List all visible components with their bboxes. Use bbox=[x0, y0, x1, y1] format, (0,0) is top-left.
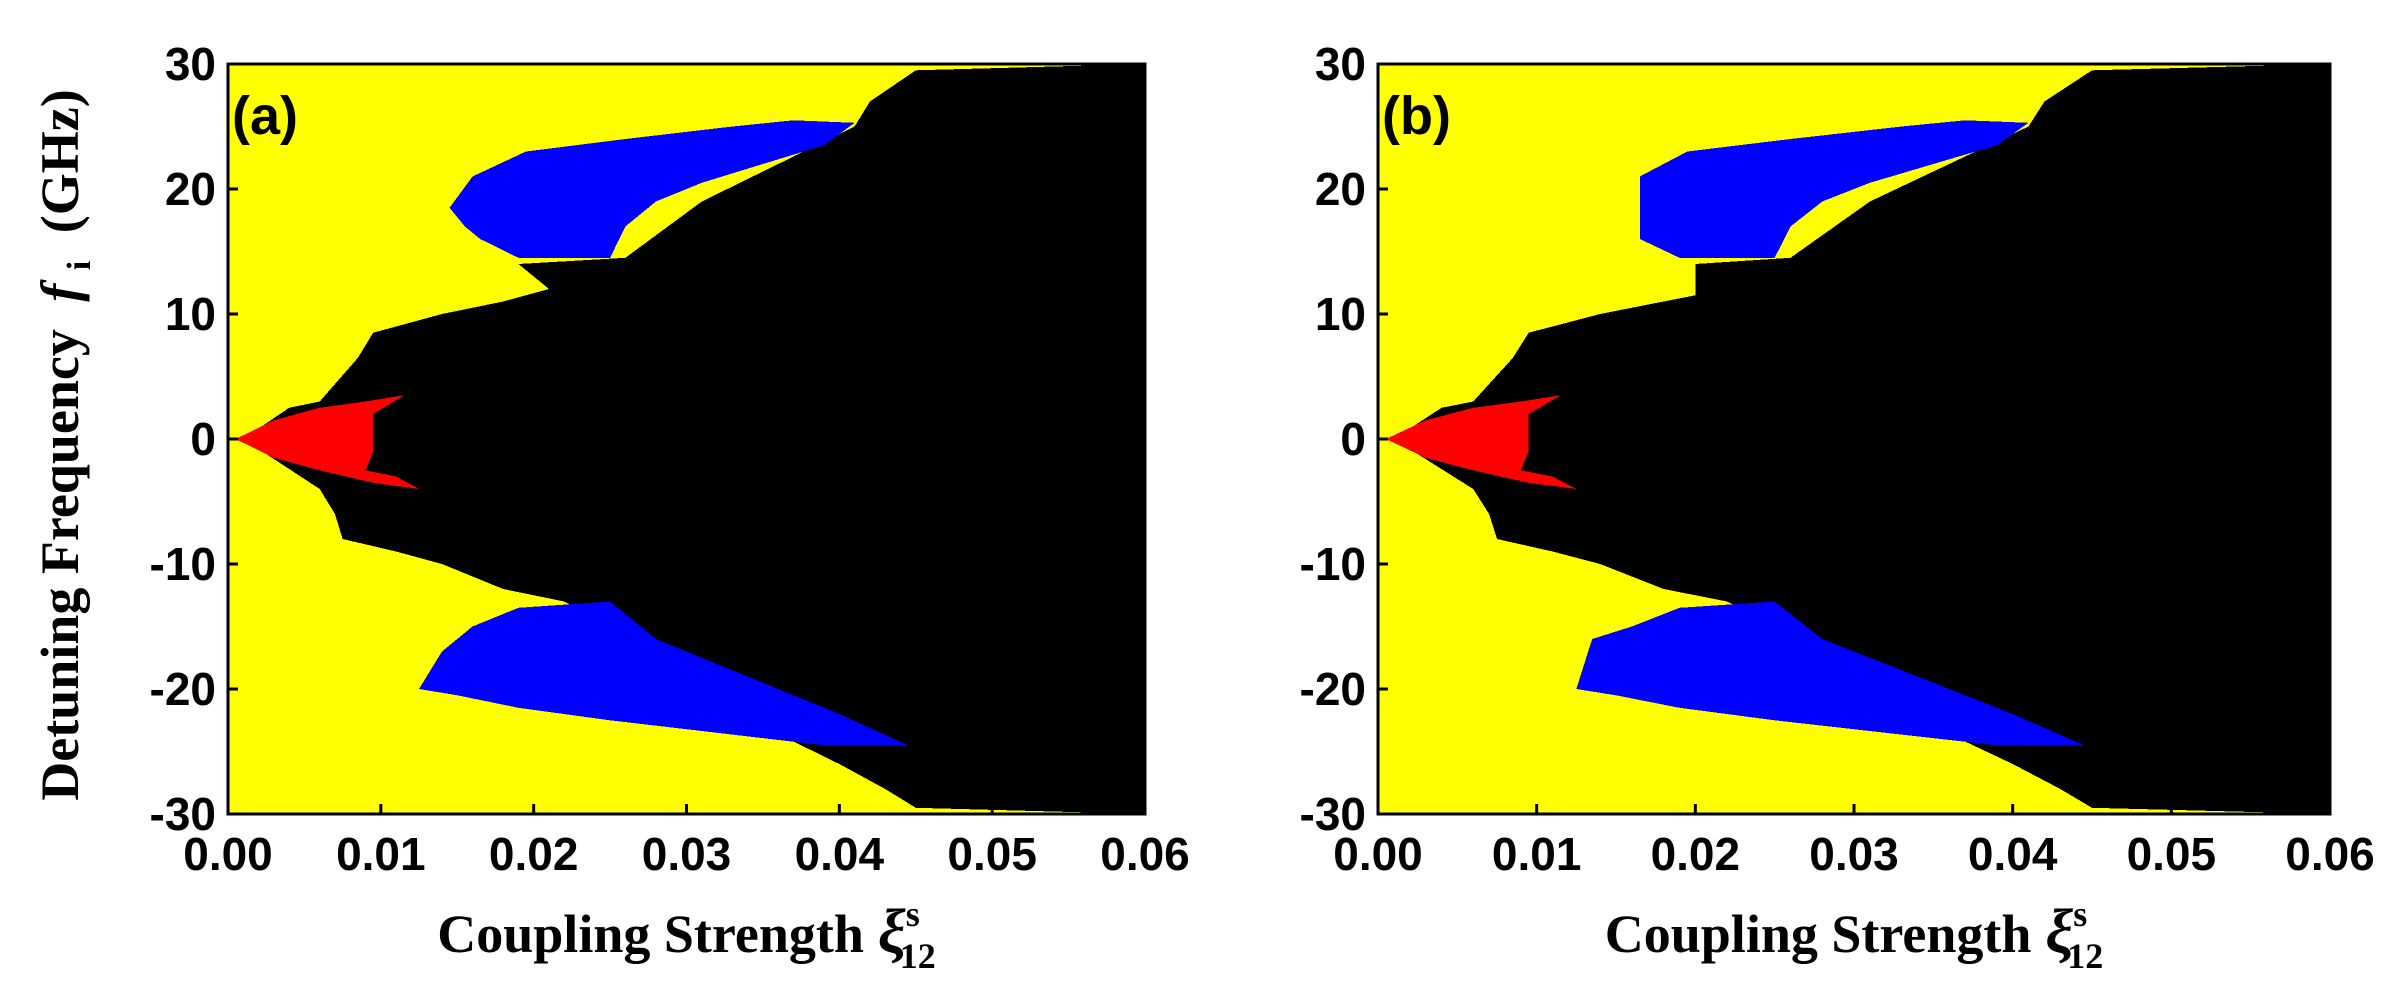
y-tick-label: -10 bbox=[150, 538, 216, 590]
x-tick-label: 0.01 bbox=[1492, 828, 1582, 880]
panel-label: (a) bbox=[232, 86, 298, 146]
y-tick-label: 30 bbox=[165, 38, 216, 90]
y-tick-label: 30 bbox=[1315, 38, 1366, 90]
y-tick-label: 20 bbox=[1315, 163, 1366, 215]
x-tick-label: 0.00 bbox=[1333, 828, 1423, 880]
y-tick-label: 10 bbox=[165, 288, 216, 340]
y-axis-title-text: Detuning Frequency bbox=[30, 329, 90, 801]
y-tick-label: -10 bbox=[1300, 538, 1366, 590]
x-tick-label: 0.04 bbox=[1968, 828, 2058, 880]
x-axis-title: Coupling Strength ξs 12 bbox=[437, 894, 936, 976]
region-black bbox=[1393, 64, 2330, 814]
x-tick-label: 0.06 bbox=[1100, 828, 1190, 880]
x-tick-label: 0.05 bbox=[947, 828, 1037, 880]
y-tick-label: 0 bbox=[1340, 413, 1366, 465]
y-tick-label: -30 bbox=[1300, 788, 1366, 840]
region-blue-upper bbox=[449, 120, 855, 258]
panel-b: 0.00 0.01 0.02 0.03 0.04 0.05 0.06 -30 -20 -10 0 10… bbox=[1300, 38, 2375, 976]
x-tick-label: 0.00 bbox=[183, 828, 273, 880]
y-tick-label: -20 bbox=[150, 663, 216, 715]
y-tick-label: -20 bbox=[1300, 663, 1366, 715]
y-tick-label: -30 bbox=[150, 788, 216, 840]
region-blue-upper bbox=[1639, 120, 2029, 258]
x-tick-label: 0.06 bbox=[2285, 828, 2375, 880]
region-black bbox=[243, 64, 1146, 814]
y-tick-label: 0 bbox=[190, 413, 216, 465]
x-tick-label: 0.02 bbox=[1651, 828, 1741, 880]
region-blue-lower bbox=[419, 601, 909, 746]
y-tick-label: 10 bbox=[1315, 288, 1366, 340]
x-axis-title: Coupling Strength ξs 12 bbox=[1605, 894, 2104, 976]
panel-label: (b) bbox=[1382, 86, 1451, 146]
y-tick-label: 20 bbox=[165, 163, 216, 215]
x-tick-label: 0.05 bbox=[2127, 828, 2217, 880]
x-tick-label: 0.03 bbox=[642, 828, 732, 880]
x-tick-label: 0.02 bbox=[489, 828, 579, 880]
region-red bbox=[235, 395, 419, 489]
panel-a: 0.00 0.01 0.02 0.03 0.04 0.05 0.06 -30 -20 -10 0 10… bbox=[150, 38, 1190, 976]
region-blue-lower bbox=[1576, 601, 2085, 746]
x-tick-label: 0.03 bbox=[1809, 828, 1899, 880]
region-red bbox=[1385, 395, 1577, 489]
x-tick-label: 0.01 bbox=[336, 828, 426, 880]
y-axis-title: Detuning Frequency f i (GHz) bbox=[30, 89, 102, 800]
x-tick-label: 0.04 bbox=[795, 828, 885, 880]
